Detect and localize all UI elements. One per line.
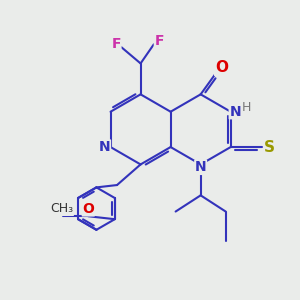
Text: N: N <box>99 140 110 154</box>
Text: O: O <box>82 202 94 216</box>
Text: N: N <box>195 160 206 174</box>
Text: F: F <box>154 34 164 48</box>
Text: N: N <box>229 105 241 119</box>
Text: F: F <box>111 37 121 51</box>
Text: CH₃: CH₃ <box>50 202 73 215</box>
Text: O: O <box>215 60 228 75</box>
Text: H: H <box>242 101 252 114</box>
Text: S: S <box>264 140 275 154</box>
